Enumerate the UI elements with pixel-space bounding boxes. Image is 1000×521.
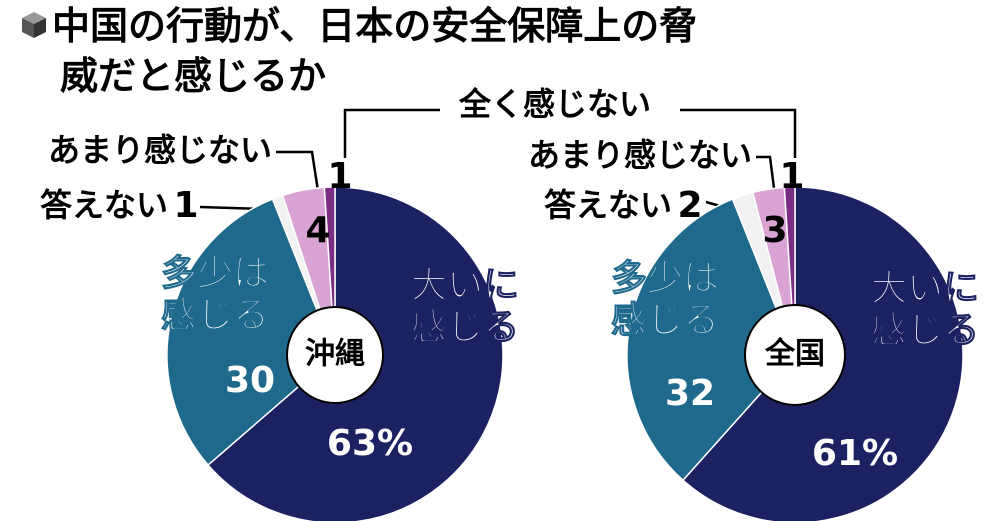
center-label: 全国 [764,337,825,372]
category-label: 多少は感じる [611,258,719,341]
donut-hole [744,304,846,406]
category-label: 全く感じない [458,85,651,123]
leader-line [276,150,322,205]
value-label: 61% [812,433,898,474]
category-label: あまり感じない [528,136,752,174]
category-label: 多少は感じる [161,253,269,336]
chart-title: 中国の行動が、日本の安全保障上の脅威だと感じるか [52,4,697,98]
value-label: 32 [665,373,715,414]
center-label: 沖縄 [305,337,365,372]
value-label: 3 [762,210,787,251]
title-icon [22,12,46,38]
value-label: 1 [779,156,804,197]
value-label: 63% [327,423,413,464]
value-label: 1 [173,185,198,226]
value-label: 4 [305,210,330,251]
value-label: 2 [677,185,702,226]
value-label: 30 [225,360,275,401]
category-label: あまり感じない [48,131,272,169]
leader-line [343,108,440,158]
donut-hole [286,306,384,404]
category-label: 答えない [40,186,168,224]
value-label: 1 [327,156,352,197]
category-label: 答えない [544,186,672,224]
leader-line [680,108,797,158]
category-label: 大いに感じる [411,265,519,348]
category-label: 大いに感じる [871,268,979,351]
